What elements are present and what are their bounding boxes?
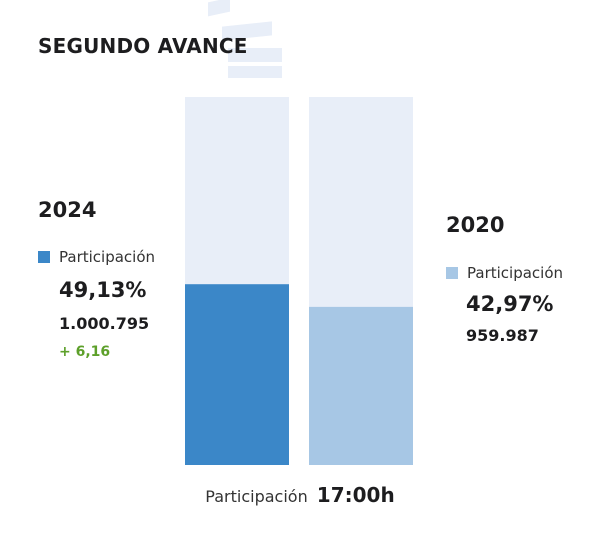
- year-label-2024: 2024: [38, 198, 97, 222]
- participation-percent-2020: 42,97%: [466, 292, 554, 316]
- year-label-2020: 2020: [446, 213, 505, 237]
- votes-2024: 1.000.795: [59, 314, 150, 333]
- legend-swatch-2020: [446, 267, 458, 279]
- legend-2020: Participación: [446, 264, 563, 282]
- chart-caption: Participación 17:00h: [0, 483, 600, 507]
- caption-time: 17:00h: [316, 483, 395, 507]
- legend-2024: Participación: [38, 248, 155, 266]
- votes-2020: 959.987: [466, 326, 539, 345]
- bar-2020: [309, 306, 413, 465]
- bar-2024: [185, 284, 289, 465]
- legend-label-2024: Participación: [59, 248, 156, 266]
- page-title: SEGUNDO AVANCE: [38, 34, 248, 58]
- legend-swatch-2024: [38, 251, 50, 263]
- decorative-stripe: [228, 48, 282, 62]
- legend-label-2020: Participación: [467, 264, 564, 282]
- decorative-stripe: [228, 66, 282, 78]
- participation-diff: + 6,16: [59, 344, 111, 360]
- participation-percent-2024: 49,13%: [59, 278, 147, 302]
- caption-label: Participación: [205, 487, 308, 506]
